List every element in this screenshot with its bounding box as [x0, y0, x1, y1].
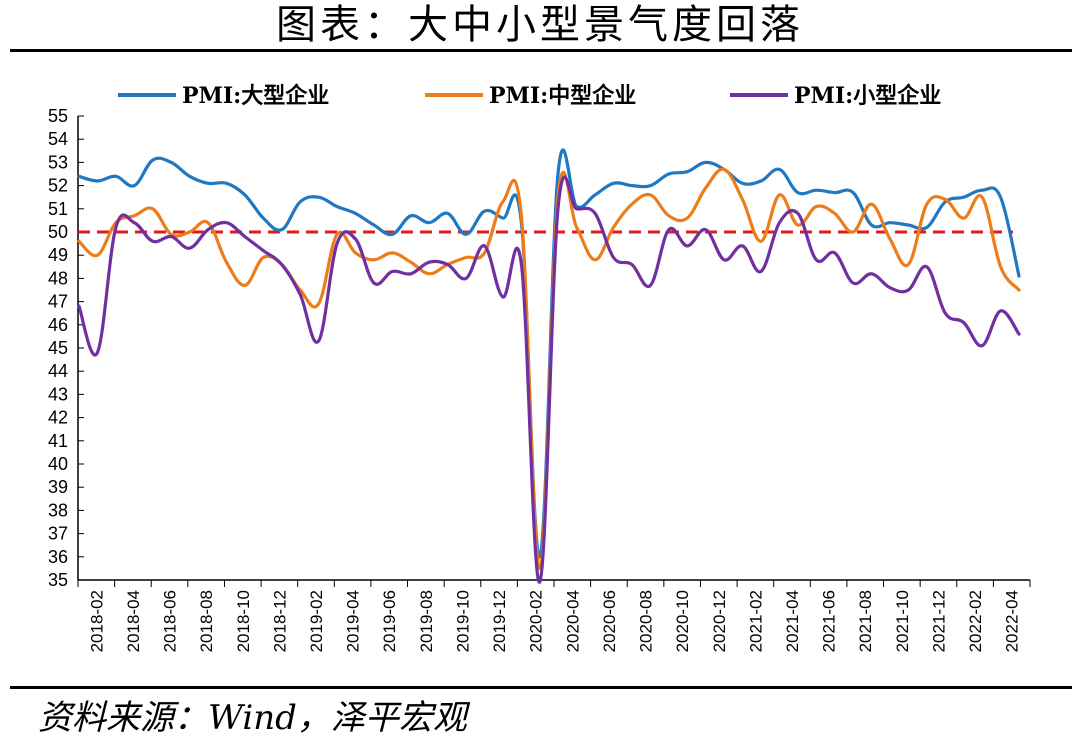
y-tick-label: 45	[48, 338, 68, 358]
y-tick-label: 44	[48, 361, 68, 381]
series-line-small	[77, 175, 1021, 584]
x-tick-label: 2021-10	[893, 590, 912, 652]
page-title: 图表：大中小型景气度回落	[276, 2, 804, 48]
y-tick-label: 49	[48, 245, 68, 265]
y-tick-label: 37	[48, 524, 68, 544]
legend-label: PMI:小型企业	[794, 83, 941, 109]
y-tick-label: 48	[48, 268, 68, 288]
y-tick-label: 41	[48, 431, 68, 451]
y-tick-label: 40	[48, 454, 68, 474]
x-tick-label: 2020-02	[527, 590, 546, 652]
y-tick-label: 39	[48, 477, 68, 497]
x-tick-label: 2019-04	[344, 590, 363, 652]
y-tick-label: 54	[48, 129, 68, 149]
series-line-medium	[77, 167, 1021, 571]
y-tick-label: 53	[48, 152, 68, 172]
legend-item-small: PMI:小型企业	[730, 83, 941, 109]
x-tick-label: 2021-12	[929, 590, 948, 652]
legend-label: PMI:中型企业	[489, 83, 636, 109]
x-tick-label: 2021-04	[783, 590, 802, 652]
x-tick-label: 2019-02	[307, 590, 326, 652]
y-tick-label: 51	[48, 199, 68, 219]
x-tick-label: 2018-06	[161, 590, 180, 652]
x-tick-label: 2022-02	[966, 590, 985, 652]
x-tick-label: 2018-08	[197, 590, 216, 652]
legend-item-medium: PMI:中型企业	[425, 83, 636, 109]
top-rule	[10, 49, 1072, 52]
x-tick-label: 2020-10	[673, 590, 692, 652]
x-tick-label: 2018-04	[124, 590, 143, 652]
y-tick-label: 52	[48, 176, 68, 196]
y-tick-label: 42	[48, 408, 68, 428]
x-tick-label: 2021-02	[746, 590, 765, 652]
y-tick-label: 50	[48, 222, 68, 242]
x-tick-label: 2021-06	[820, 590, 839, 652]
y-tick-label: 47	[48, 292, 68, 312]
source-note: 资料来源：Wind，泽平宏观	[38, 698, 467, 738]
y-tick-label: 46	[48, 315, 68, 335]
x-tick-label: 2019-08	[417, 590, 436, 652]
y-axis: 35 36 37 38 39 40 41 42 43 44 45 46 47 48 49 50 51 52 53 54…	[48, 106, 84, 590]
legend-label: PMI:大型企业	[182, 83, 329, 109]
y-tick-label: 38	[48, 500, 68, 520]
x-tick-label: 2018-10	[234, 590, 253, 652]
series-group	[77, 148, 1021, 584]
x-tick-label: 2018-12	[270, 590, 289, 652]
x-tick-label: 2019-06	[380, 590, 399, 652]
y-tick-label: 36	[48, 547, 68, 567]
pmi-line-chart: PMI:大型企业 PMI:中型企业 PMI:小型企业 35 36 37 38 39 40 41 4…	[48, 83, 1031, 652]
x-tick-label: 2022-04	[1003, 590, 1022, 652]
x-tick-label: 2020-12	[710, 590, 729, 652]
y-tick-label: 43	[48, 384, 68, 404]
x-tick-label: 2018-02	[87, 590, 106, 652]
x-tick-label: 2020-04	[563, 590, 582, 652]
x-axis: 2018-02 2018-04 2018-06 2018-08 2018-10 2018-…	[77, 579, 1031, 652]
x-tick-label: 2020-06	[600, 590, 619, 652]
x-tick-label: 2021-08	[856, 590, 875, 652]
bottom-rule	[10, 686, 1072, 689]
x-tick-label: 2020-08	[637, 590, 656, 652]
y-tick-label: 35	[48, 570, 68, 590]
x-tick-label: 2019-12	[490, 590, 509, 652]
legend: PMI:大型企业 PMI:中型企业 PMI:小型企业	[118, 83, 941, 109]
y-tick-label: 55	[48, 106, 68, 126]
x-tick-label: 2019-10	[453, 590, 472, 652]
legend-item-large: PMI:大型企业	[118, 83, 329, 109]
